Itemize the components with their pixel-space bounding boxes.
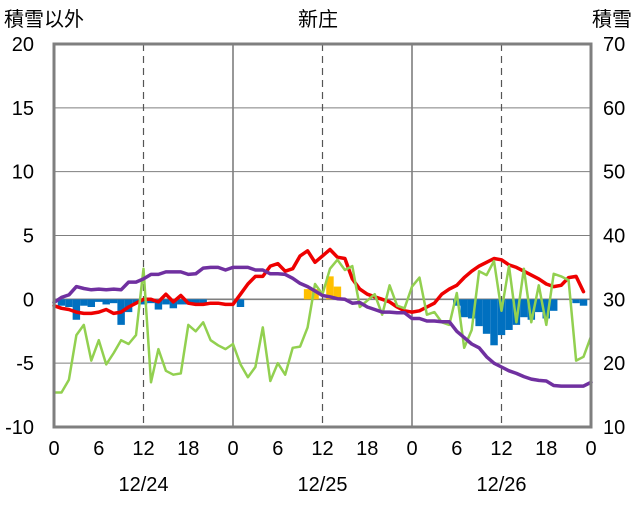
bar	[162, 299, 170, 305]
bar	[72, 299, 81, 320]
bar	[191, 299, 200, 304]
bar	[467, 299, 476, 319]
x-tick-label: 6	[451, 438, 462, 460]
bar	[520, 299, 528, 318]
bar	[333, 286, 342, 300]
bar	[326, 276, 334, 300]
x-day-label: 12/26	[476, 474, 526, 496]
bar	[505, 299, 513, 330]
x-day-label: 12/24	[118, 474, 168, 496]
bar	[512, 299, 521, 325]
left-tick-label: 10	[12, 162, 34, 184]
bar	[490, 299, 498, 346]
right-tick-label: 60	[603, 98, 625, 120]
bar	[549, 299, 558, 311]
bar	[139, 299, 148, 305]
bar	[497, 299, 506, 336]
bar	[169, 299, 178, 309]
x-tick-label: 12	[311, 438, 333, 460]
right-tick-label: 30	[603, 289, 625, 311]
x-day-label: 12/25	[297, 474, 347, 496]
x-tick-label: 12	[490, 438, 512, 460]
bar	[535, 299, 543, 313]
left-tick-label: -10	[5, 417, 34, 439]
x-tick-label: 18	[177, 438, 199, 460]
chart-title: 新庄	[298, 8, 338, 31]
x-tick-label: 0	[585, 438, 596, 460]
x-tick-label: 18	[356, 438, 378, 460]
left-tick-label: 15	[12, 98, 34, 120]
left-tick-label: 0	[23, 289, 34, 311]
left-tick-label: 20	[12, 34, 34, 56]
bar	[236, 299, 245, 307]
plot-frame	[52, 42, 593, 429]
x-tick-label: 6	[93, 438, 104, 460]
bar	[572, 299, 580, 304]
line-series-purple	[52, 265, 593, 388]
right-tick-label: 40	[603, 226, 625, 248]
right-tick-label: 20	[603, 353, 625, 375]
right-tick-label: 50	[603, 162, 625, 184]
left-tick-label: -5	[16, 353, 34, 375]
bar	[95, 299, 103, 302]
x-tick-label: 6	[272, 438, 283, 460]
bar	[453, 299, 461, 306]
right-tick-label: 10	[603, 417, 625, 439]
bar	[579, 299, 588, 306]
bar	[109, 299, 118, 304]
bar	[65, 299, 73, 307]
bar	[527, 299, 536, 320]
bar	[542, 299, 550, 319]
bar	[102, 299, 110, 305]
right-axis-label: 積雪	[592, 8, 632, 31]
left-axis-label: 積雪以外	[4, 8, 84, 31]
bar	[199, 299, 207, 304]
x-tick-label: 0	[48, 438, 59, 460]
bar	[87, 299, 96, 307]
left-tick-label: 5	[23, 226, 34, 248]
x-tick-label: 0	[227, 438, 238, 460]
x-tick-label: 18	[535, 438, 557, 460]
x-tick-label: 12	[132, 438, 154, 460]
bar	[57, 299, 66, 306]
x-tick-label: 0	[406, 438, 417, 460]
bar	[475, 299, 483, 327]
right-tick-label: 70	[603, 34, 625, 56]
bar	[482, 299, 491, 334]
bar	[177, 299, 185, 305]
bar	[460, 299, 468, 318]
bar	[147, 299, 155, 304]
bar	[154, 299, 163, 310]
line-series-red	[52, 247, 586, 316]
bar	[311, 289, 319, 300]
bar	[80, 299, 88, 306]
bar	[303, 289, 312, 300]
bar-series-yellow	[303, 276, 342, 300]
